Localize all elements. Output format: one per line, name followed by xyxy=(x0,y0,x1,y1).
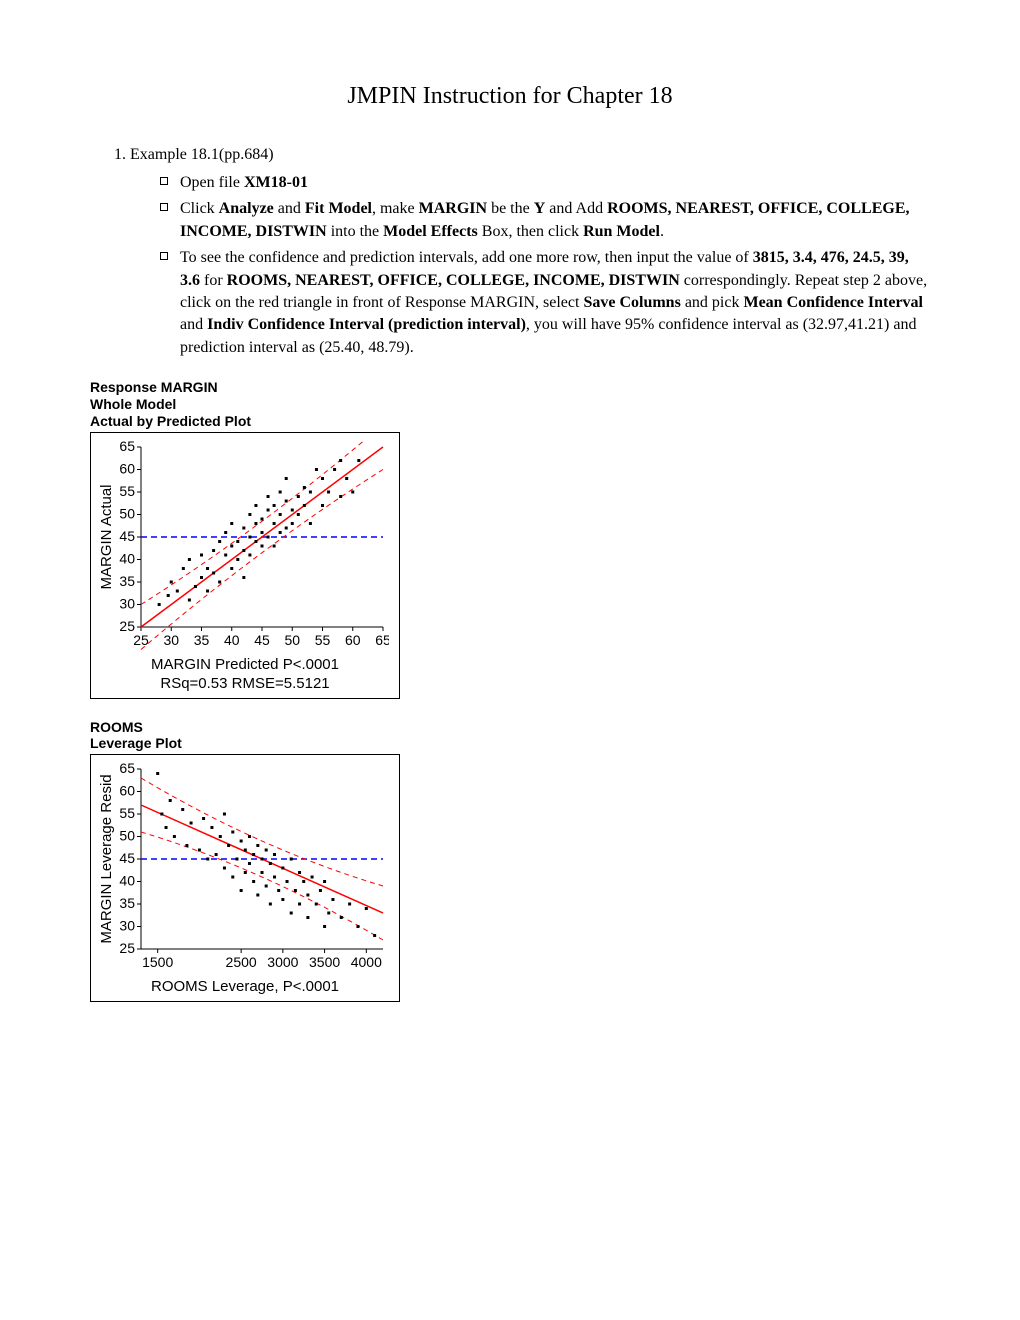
svg-text:55: 55 xyxy=(119,483,135,499)
svg-text:25: 25 xyxy=(133,632,149,648)
svg-text:4000: 4000 xyxy=(351,954,382,970)
instruction-item: To see the confidence and prediction int… xyxy=(160,247,930,359)
svg-text:45: 45 xyxy=(119,528,135,544)
svg-text:MARGIN Actual: MARGIN Actual xyxy=(99,484,115,589)
svg-text:1500: 1500 xyxy=(142,954,173,970)
svg-text:30: 30 xyxy=(163,632,179,648)
svg-text:60: 60 xyxy=(119,460,135,476)
main-list: Example 18.1(pp.684) Open file XM18-01 Cl… xyxy=(90,144,930,360)
actual-by-predicted-plot: 253035404550556065253035404550556065MARG… xyxy=(99,441,389,651)
svg-text:60: 60 xyxy=(345,632,361,648)
svg-text:35: 35 xyxy=(194,632,210,648)
instruction-item: Open file XM18-01 xyxy=(160,172,930,194)
svg-text:65: 65 xyxy=(375,632,389,648)
svg-text:55: 55 xyxy=(119,805,135,821)
svg-text:50: 50 xyxy=(119,505,135,521)
svg-text:40: 40 xyxy=(119,873,135,889)
svg-text:3000: 3000 xyxy=(267,954,298,970)
svg-text:50: 50 xyxy=(119,828,135,844)
svg-text:40: 40 xyxy=(224,632,240,648)
svg-text:45: 45 xyxy=(119,850,135,866)
svg-text:50: 50 xyxy=(284,632,300,648)
svg-text:30: 30 xyxy=(119,918,135,934)
instruction-item: Click Analyze and Fit Model, make MARGIN… xyxy=(160,198,930,243)
example-label: Example 18.1(pp.684) xyxy=(130,146,274,163)
svg-text:MARGIN Leverage Resid: MARGIN Leverage Resid xyxy=(99,774,115,943)
page-title: JMPIN Instruction for Chapter 18 xyxy=(90,80,930,114)
svg-text:40: 40 xyxy=(119,550,135,566)
leverage-plot: 25 30 35 40 45 50 55 60 65 1500 2500 3000 3500 4000 MA… xyxy=(99,763,389,973)
sub-list: Open file XM18-01 Click Analyze and Fit M… xyxy=(130,172,930,359)
chart1-box: 253035404550556065253035404550556065MARG… xyxy=(90,432,400,699)
chart2-subtext: ROOMS Leverage, P<.0001 xyxy=(99,977,391,997)
chart2-heading: ROOMSLeverage Plot xyxy=(90,719,930,753)
svg-text:2500: 2500 xyxy=(226,954,257,970)
svg-text:25: 25 xyxy=(119,940,135,956)
svg-text:45: 45 xyxy=(254,632,270,648)
svg-text:55: 55 xyxy=(315,632,331,648)
svg-text:3500: 3500 xyxy=(309,954,340,970)
chart2-box: 25 30 35 40 45 50 55 60 65 1500 2500 3000 3500 4000 MA… xyxy=(90,754,400,1002)
chart1-heading: Response MARGINWhole ModelActual by Pred… xyxy=(90,379,930,429)
chart1-subtext: MARGIN Predicted P<.0001RSq=0.53 RMSE=5.… xyxy=(99,655,391,694)
svg-text:35: 35 xyxy=(119,895,135,911)
svg-text:65: 65 xyxy=(119,441,135,454)
svg-text:30: 30 xyxy=(119,595,135,611)
svg-text:65: 65 xyxy=(119,763,135,776)
svg-text:60: 60 xyxy=(119,783,135,799)
svg-text:35: 35 xyxy=(119,573,135,589)
example-item: Example 18.1(pp.684) Open file XM18-01 Cl… xyxy=(130,144,930,360)
